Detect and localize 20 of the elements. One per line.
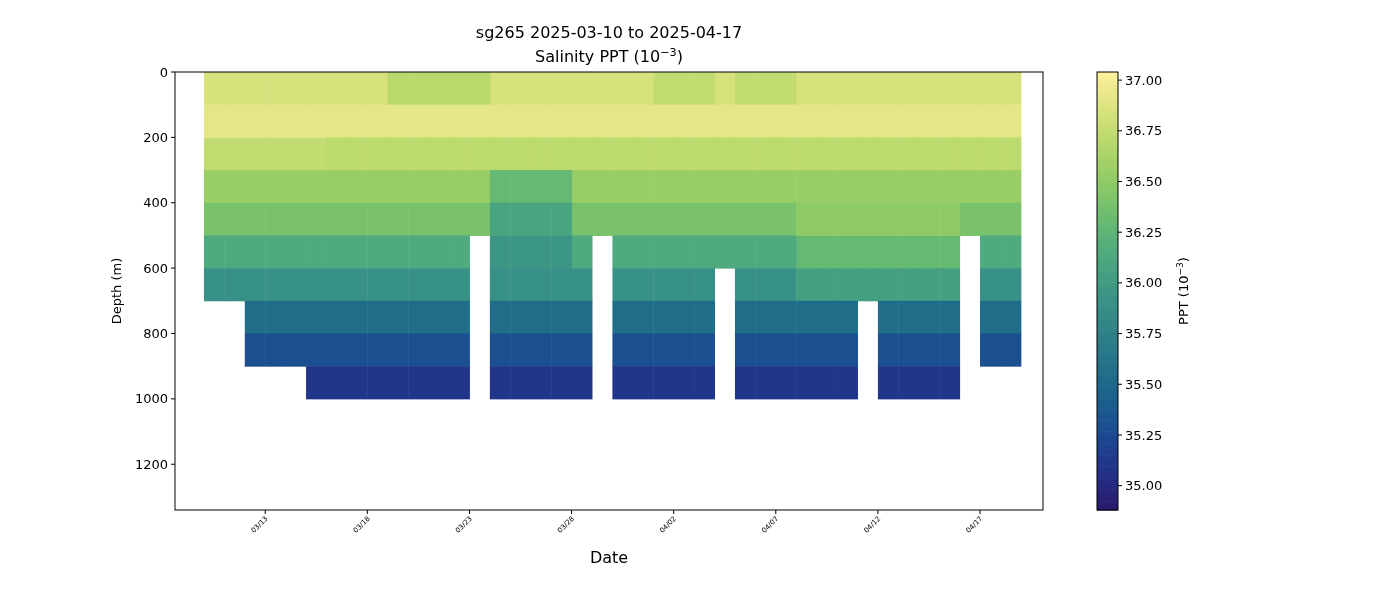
y-axis-title: Depth (m) bbox=[109, 257, 124, 325]
color-bar-label: 36.50 bbox=[1125, 174, 1163, 190]
chart-title: sg265 2025-03-10 to 2025-04-17 bbox=[475, 23, 743, 42]
y-tick-label: 600 bbox=[143, 260, 168, 276]
x-axis-title: Date bbox=[589, 548, 629, 567]
y-tick-label: 1200 bbox=[134, 456, 168, 472]
y-tick-label: 1000 bbox=[134, 391, 168, 407]
y-tick-label: 400 bbox=[143, 195, 168, 211]
color-bar-label: 36.75 bbox=[1125, 123, 1163, 139]
color-bar-label: 36.00 bbox=[1125, 275, 1163, 291]
y-tick-label: 200 bbox=[143, 129, 168, 145]
color-bar-label: 36.25 bbox=[1125, 224, 1163, 240]
color-bar-label: 37.00 bbox=[1125, 72, 1163, 88]
chart-subtitle: Salinity PPT (10$^{−3}$) bbox=[535, 45, 683, 66]
color-bar-label: 35.75 bbox=[1125, 326, 1163, 342]
y-tick-label: 0 bbox=[159, 64, 168, 80]
y-tick-label: 800 bbox=[143, 326, 168, 342]
color-bar-label: 35.25 bbox=[1125, 427, 1163, 443]
color-bar-label: 35.50 bbox=[1125, 376, 1163, 392]
color-bar-label: 35.00 bbox=[1125, 478, 1163, 494]
